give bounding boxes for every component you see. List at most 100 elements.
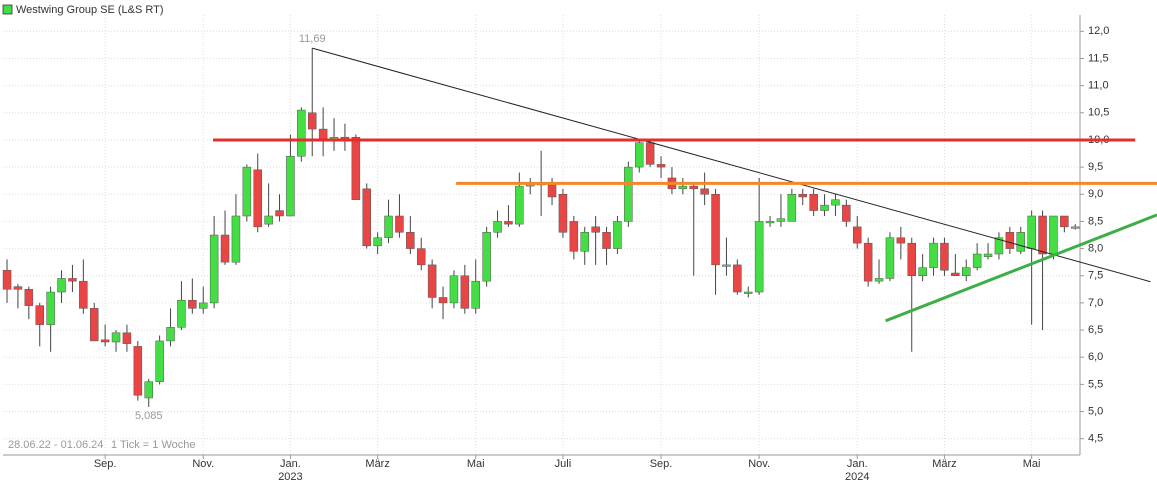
x-tick-label: Juli	[555, 458, 572, 470]
candle-body	[809, 194, 818, 211]
candle-body	[482, 232, 491, 282]
candle-body	[863, 242, 873, 282]
x-year-label: 2024	[845, 471, 869, 483]
candle-body	[961, 267, 971, 276]
candle-body	[362, 188, 371, 247]
y-tick-label: 9,5	[1088, 161, 1103, 173]
candle-body	[384, 215, 393, 238]
y-tick-label: 5,5	[1088, 378, 1103, 390]
candle-body	[242, 166, 252, 217]
x-tick-label: Nov.	[748, 458, 770, 470]
x-tick-label: März	[932, 458, 956, 470]
y-tick-label: 10,5	[1088, 107, 1109, 119]
candle-body	[13, 286, 23, 290]
candle-body	[493, 221, 502, 233]
candle-body	[46, 291, 55, 325]
candle-body	[307, 112, 317, 130]
candle-body	[798, 194, 807, 198]
candle-body	[852, 226, 862, 244]
candle-body	[733, 264, 742, 293]
candle-body	[896, 237, 906, 244]
candle-body	[351, 136, 361, 200]
candle-body	[885, 237, 895, 279]
candle-body	[1060, 215, 1069, 228]
candle-body	[972, 253, 982, 268]
candle-body	[231, 215, 241, 263]
candle-body	[689, 185, 698, 190]
candle-body	[166, 327, 175, 342]
candle-body	[983, 253, 993, 257]
trendline	[885, 213, 1157, 323]
candle-body	[678, 185, 688, 190]
candle-body	[449, 275, 459, 304]
candle-body	[427, 264, 437, 298]
candle-body	[776, 218, 786, 222]
x-year-label: 2023	[278, 471, 302, 483]
tick-note: 1 Tick = 1 Woche	[111, 439, 195, 451]
candle-body	[787, 194, 797, 222]
candle-body	[122, 332, 132, 344]
candle-body	[722, 264, 731, 267]
y-tick-label: 7,0	[1088, 297, 1103, 309]
x-tick-label: Sep.	[94, 458, 117, 470]
candle-body	[68, 278, 77, 282]
candle-body	[1049, 215, 1058, 255]
y-tick-label: 8,0	[1088, 242, 1103, 254]
candle-body	[471, 280, 480, 309]
candle-body	[613, 221, 622, 249]
candle-body	[743, 291, 753, 294]
candle-body	[406, 232, 415, 249]
annotation: 5,085	[135, 410, 163, 422]
candle-body	[504, 221, 513, 225]
candle-body	[416, 248, 426, 266]
candle-body	[591, 226, 600, 233]
annotation: 11,69	[299, 33, 326, 45]
candle-body	[602, 232, 611, 249]
y-tick-label: 8,5	[1088, 215, 1103, 227]
x-tick-label: März	[365, 458, 389, 470]
legend-label: Westwing Group SE (L&S RT)	[16, 4, 164, 16]
candle-body	[994, 237, 1004, 255]
candle-body	[515, 185, 524, 225]
candle-body	[1016, 232, 1025, 252]
candle-body	[177, 299, 186, 328]
candle-body	[634, 142, 644, 168]
candle-body	[220, 234, 230, 263]
candle-body	[438, 297, 448, 304]
candle-body	[547, 183, 557, 198]
candle-body	[700, 188, 709, 195]
candle-body	[558, 194, 568, 233]
candle-body	[460, 275, 470, 309]
candle-body	[318, 128, 328, 141]
y-tick-label: 6,5	[1088, 324, 1103, 336]
candle-body	[645, 142, 655, 165]
candle-body	[765, 221, 775, 224]
x-tick-label: Jan.	[847, 458, 868, 470]
y-tick-label: 4,5	[1088, 433, 1103, 445]
candle-body	[395, 215, 404, 233]
x-tick-label: Mai	[1023, 458, 1041, 470]
x-tick-label: Mai	[467, 458, 485, 470]
candle-body	[842, 204, 851, 222]
candle-body	[907, 242, 916, 276]
candle-body	[264, 215, 273, 225]
candle-body	[209, 234, 219, 304]
candle-body	[1070, 226, 1080, 229]
candle-body	[580, 232, 589, 252]
x-tick-label: Nov.	[192, 458, 214, 470]
y-tick-label: 7,5	[1088, 270, 1103, 282]
candle-body	[624, 166, 633, 222]
x-tick-label: Jan.	[280, 458, 301, 470]
candle-body	[569, 221, 579, 252]
y-tick-label: 11,5	[1088, 52, 1109, 64]
candle-body	[874, 278, 884, 282]
candle-body	[57, 278, 66, 293]
candle-body	[373, 237, 382, 247]
candle-body	[188, 299, 197, 309]
candle-body	[297, 109, 306, 157]
y-tick-label: 5,0	[1088, 405, 1103, 417]
candle-body	[929, 242, 938, 268]
candle-body	[754, 221, 764, 293]
candle-body	[89, 308, 99, 342]
